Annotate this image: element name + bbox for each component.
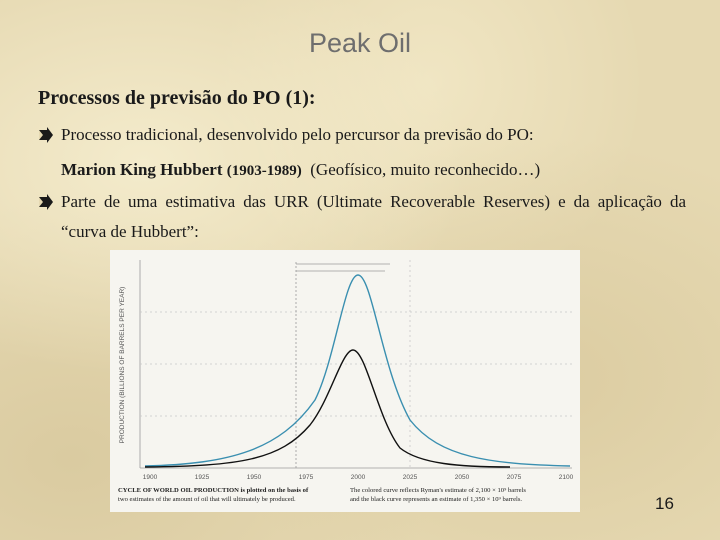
- bullet-detail: Marion King Hubbert (1903-1989) (Geofísi…: [61, 155, 540, 186]
- x-label: 1975: [299, 474, 314, 481]
- caption-right: The colored curve reflects Ryman's estim…: [350, 487, 526, 494]
- x-label: 1950: [247, 474, 262, 481]
- x-label: 2000: [351, 474, 366, 481]
- person-years: (1903-1989): [226, 163, 302, 179]
- bullet-text: Parte de uma estimativa das URR (Ultimat…: [61, 192, 686, 241]
- bullet-arrow: [39, 127, 53, 143]
- x-label: 1900: [143, 474, 158, 481]
- heading: Processos de previsão do PO (1):: [38, 87, 316, 109]
- bullet-arrow: [39, 194, 53, 210]
- x-label: 2025: [403, 474, 418, 481]
- person-name: Marion King Hubbert: [61, 160, 223, 179]
- ryman-curve: [144, 274, 571, 467]
- x-label: 2050: [455, 474, 470, 481]
- figure-axes: [139, 260, 572, 469]
- person-note: (Geofísico, muito reconhecido…): [310, 160, 541, 179]
- slide-title: Peak Oil: [308, 28, 412, 58]
- caption-left: two estimates of the amount of oil that …: [118, 496, 296, 503]
- x-label: 2075: [507, 474, 522, 481]
- x-labels: 1900 1925 1950 1975 2000 2025 2050 2075 2100: [143, 474, 574, 481]
- caption-left: CYCLE OF WORLD OIL PRODUCTION is plotted…: [118, 487, 309, 494]
- x-label: 2100: [559, 474, 574, 481]
- figure-background: [110, 250, 580, 512]
- y-axis-label: PRODUCTION (BILLIONS OF BARRELS PER YEAR…: [119, 287, 126, 444]
- black-curve: [144, 349, 511, 468]
- bullet-text: Processo tradicional, desenvolvido pelo …: [61, 125, 534, 144]
- caption-right: and the black curve represents an estima…: [350, 496, 522, 503]
- hubbert-figure: PRODUCTION (BILLIONS OF BARRELS PER YEAR…: [110, 250, 580, 512]
- page-number: 16: [655, 494, 674, 513]
- x-label: 1925: [195, 474, 210, 481]
